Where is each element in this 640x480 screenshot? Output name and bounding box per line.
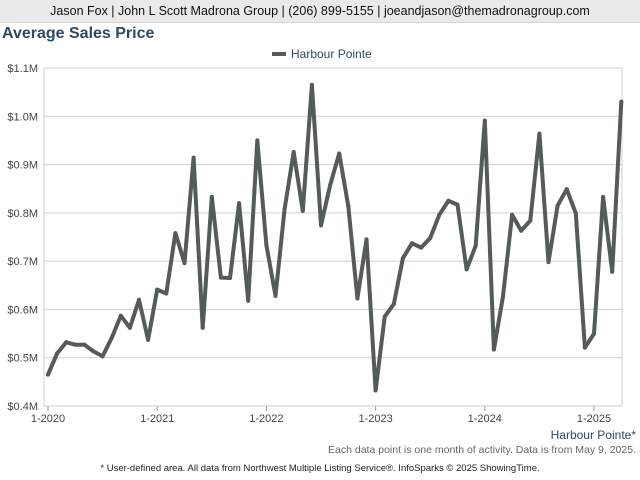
data-point — [182, 261, 187, 266]
y-tick-label: $1.1M — [7, 63, 38, 75]
data-point — [173, 231, 178, 236]
data-note: Each data point is one month of activity… — [328, 444, 636, 456]
data-point — [209, 194, 214, 199]
data-point — [164, 291, 169, 296]
data-point — [564, 187, 569, 192]
data-point — [437, 212, 442, 217]
data-point — [482, 118, 487, 123]
area-label: Harbour Pointe* — [550, 428, 636, 442]
data-point — [473, 243, 478, 248]
data-point — [218, 275, 223, 280]
data-point — [246, 298, 251, 303]
data-point — [118, 313, 123, 318]
data-point — [619, 99, 624, 104]
data-point — [528, 218, 533, 223]
data-point — [109, 335, 114, 340]
data-point — [501, 294, 505, 299]
x-tick-label: 1-2022 — [249, 413, 283, 425]
y-tick-label: $0.6M — [7, 304, 38, 316]
data-point — [264, 243, 269, 248]
data-point — [491, 347, 496, 352]
data-point — [255, 138, 260, 143]
data-point — [400, 256, 405, 261]
y-tick-label: $0.8M — [7, 208, 38, 220]
data-point — [610, 269, 615, 274]
x-tick-label: 1-2020 — [31, 413, 65, 425]
data-point — [573, 211, 578, 216]
data-point — [100, 354, 105, 359]
data-point — [91, 349, 96, 354]
data-point — [291, 150, 296, 155]
data-point — [346, 204, 351, 209]
data-point — [455, 202, 460, 207]
data-point — [64, 340, 69, 345]
data-point — [419, 245, 424, 250]
data-point — [410, 241, 414, 246]
data-point — [127, 325, 132, 330]
data-point — [228, 276, 232, 281]
y-tick-label: $0.9M — [7, 160, 38, 172]
x-tick-label: 1-2023 — [358, 413, 392, 425]
chart-title: Average Sales Price — [2, 25, 155, 42]
footer-disclaimer: * User-defined area. All data from North… — [100, 463, 540, 474]
data-point — [82, 342, 87, 347]
data-point — [382, 314, 387, 319]
header-contact-bar: Jason Fox | John L Scott Madrona Group |… — [0, 0, 640, 23]
header-contact-text: Jason Fox | John L Scott Madrona Group |… — [50, 4, 590, 18]
data-point — [546, 260, 551, 265]
data-point — [237, 201, 242, 206]
y-tick-label: $0.4M — [7, 401, 38, 413]
data-point — [510, 212, 515, 217]
data-point — [146, 337, 151, 342]
data-point — [464, 267, 469, 272]
data-point — [355, 296, 360, 301]
x-tick-label: 1-2025 — [577, 413, 611, 425]
data-point — [309, 82, 314, 87]
data-point — [537, 131, 542, 136]
y-tick-label: $1.0M — [7, 111, 38, 123]
x-tick-label: 1-2024 — [468, 413, 502, 425]
y-tick-label: $0.7M — [7, 256, 38, 268]
data-point — [191, 155, 196, 160]
data-point — [319, 223, 323, 228]
data-point — [73, 342, 78, 347]
data-point — [328, 183, 333, 188]
data-point — [555, 203, 560, 208]
series-line — [46, 82, 624, 393]
data-point — [282, 206, 287, 211]
data-point — [519, 228, 524, 233]
data-point — [391, 302, 396, 307]
data-point — [137, 297, 141, 302]
data-point — [592, 331, 596, 336]
data-point — [601, 194, 606, 199]
data-point — [55, 351, 60, 356]
data-point — [446, 198, 451, 203]
data-point — [337, 151, 342, 156]
x-tick-label: 1-2021 — [140, 413, 174, 425]
legend-label: Harbour Pointe — [291, 47, 372, 61]
data-point — [373, 388, 378, 393]
y-tick-label: $0.5M — [7, 353, 38, 365]
data-point — [273, 293, 278, 298]
data-point — [428, 235, 433, 240]
data-point — [46, 372, 50, 377]
data-point — [155, 287, 160, 292]
data-point — [364, 237, 369, 242]
plot-frame — [43, 67, 623, 407]
data-point — [582, 345, 587, 350]
data-point — [200, 325, 205, 330]
data-point — [300, 208, 305, 213]
